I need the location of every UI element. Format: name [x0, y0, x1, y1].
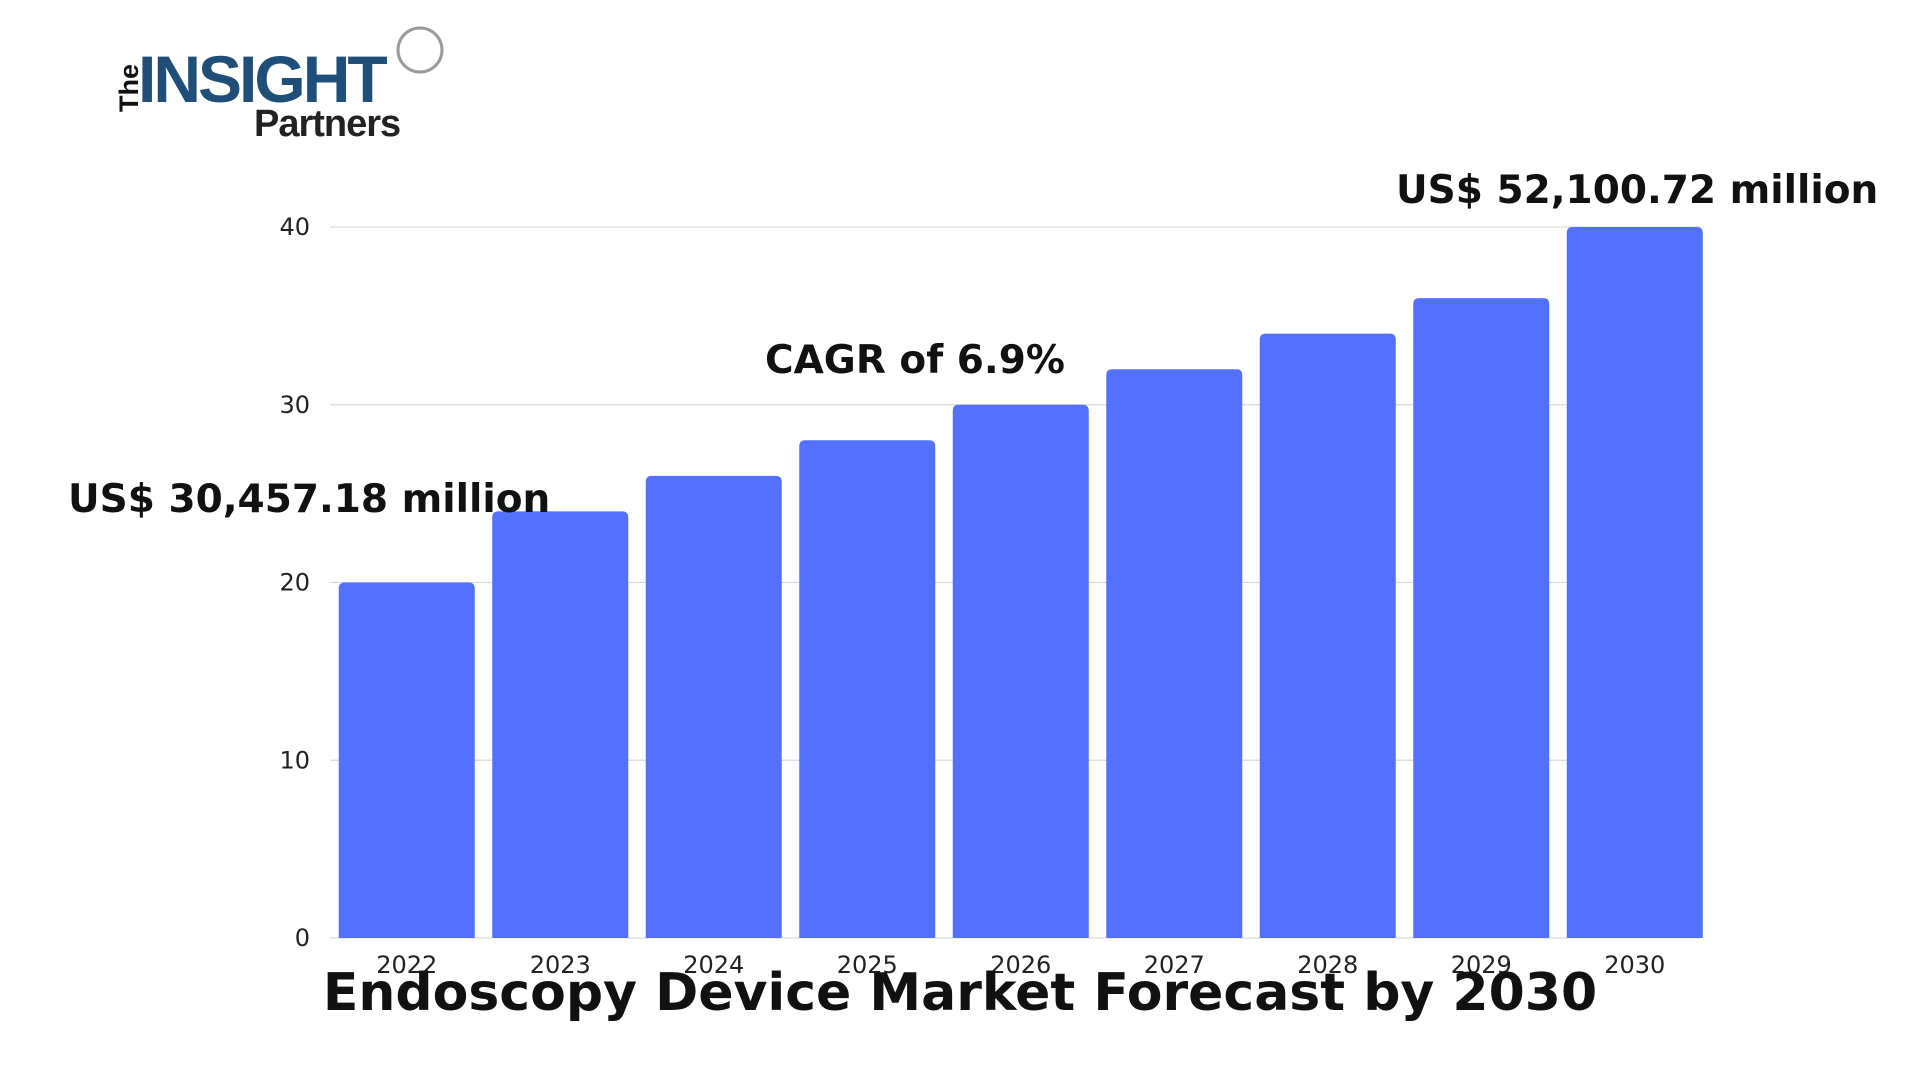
magnifier-icon [396, 26, 444, 74]
x-tick-label-2030: 2030 [1604, 951, 1665, 979]
x-tick-label-2027: 2027 [1144, 951, 1205, 979]
y-tick-label: 40 [279, 213, 310, 241]
bars [338, 227, 1703, 939]
x-tick-label-2024: 2024 [683, 951, 744, 979]
y-tick-label: 0 [295, 924, 310, 952]
x-tick-label-2022: 2022 [376, 951, 437, 979]
x-axis-ticks: 2022 2023 2024 2025 2026 2027 2028 2029 2030 [376, 951, 1665, 979]
bar-2029 [1413, 298, 1550, 939]
x-tick-label-2023: 2023 [530, 951, 591, 979]
start-value-annotation: US$ 30,457.18 million [68, 477, 550, 522]
chart-title: Endoscopy Device Market Forecast by 2030 [323, 963, 1597, 1023]
y-axis-ticks: 0 10 20 30 40 [279, 213, 310, 952]
bar-2027 [1106, 369, 1243, 938]
bar-2025 [799, 440, 936, 938]
x-tick-label-2025: 2025 [837, 951, 898, 979]
cagr-annotation: CAGR of 6.9% [765, 338, 1065, 383]
bar-2024 [645, 475, 782, 938]
bar-2023 [492, 511, 629, 938]
bar-2030 [1566, 227, 1703, 938]
y-tick-label: 10 [279, 746, 310, 774]
x-tick-label-2026: 2026 [990, 951, 1051, 979]
logo-the-text: The [114, 64, 144, 112]
bar-2026 [952, 404, 1089, 938]
bar-2028 [1259, 333, 1396, 938]
logo-insight-text: INSIGHT [138, 42, 387, 116]
logo-partners-text: Partners [254, 103, 400, 142]
bar-2022 [338, 582, 475, 938]
end-value-annotation: US$ 52,100.72 million [1396, 168, 1878, 213]
x-tick-label-2029: 2029 [1451, 951, 1512, 979]
y-tick-label: 30 [279, 391, 310, 419]
x-tick-label-2028: 2028 [1297, 951, 1358, 979]
insight-partners-logo: The INSIGHT Partners [114, 26, 444, 142]
y-tick-label: 20 [279, 569, 310, 597]
